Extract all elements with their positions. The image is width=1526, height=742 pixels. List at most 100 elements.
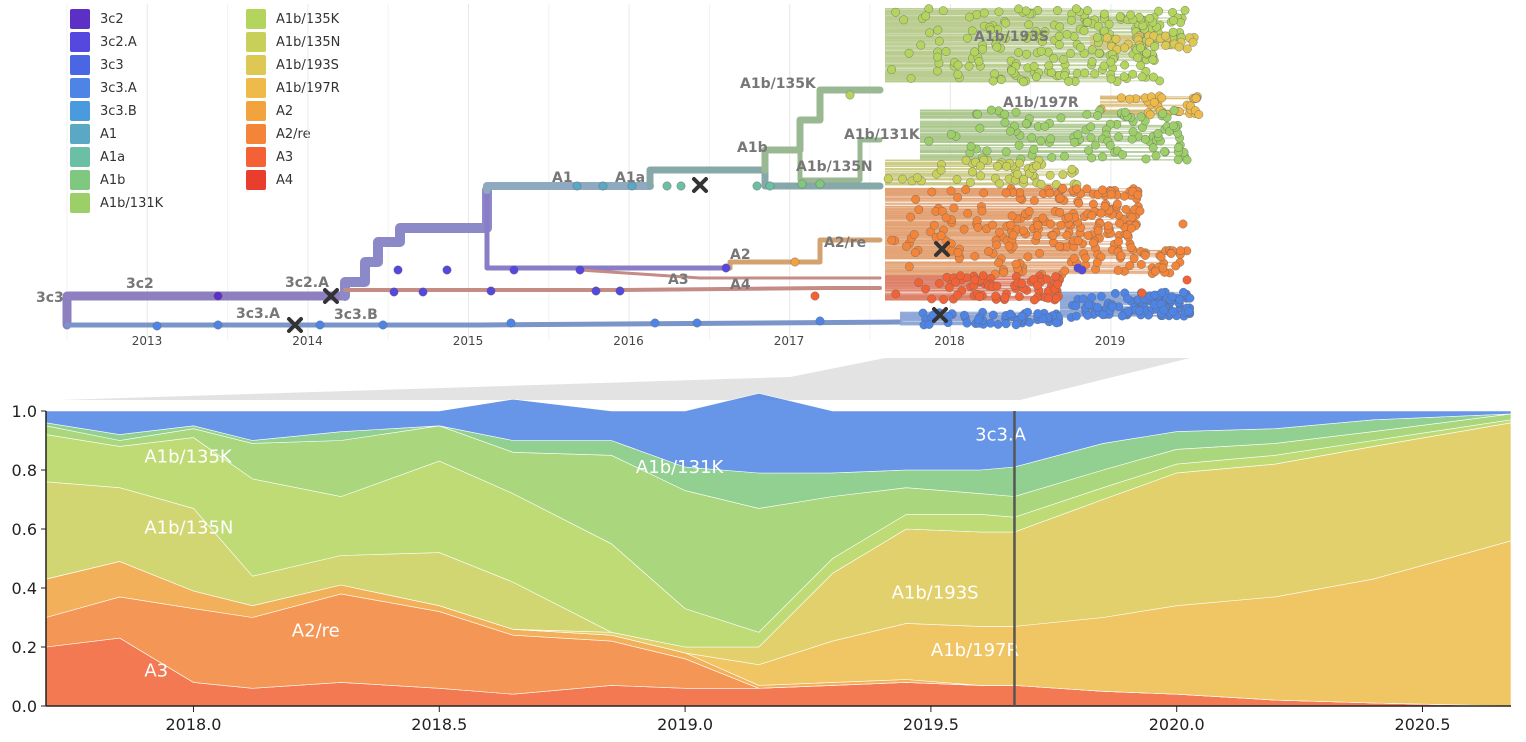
tree-tip[interactable]: [995, 227, 1004, 237]
tree-tip[interactable]: [1046, 134, 1056, 144]
tree-tip[interactable]: [1014, 292, 1024, 301]
tree-tip[interactable]: [1175, 295, 1185, 305]
tree-tip[interactable]: [975, 123, 985, 133]
tree-tip[interactable]: [1067, 164, 1077, 174]
tree-tip[interactable]: [378, 320, 388, 330]
tree-tip[interactable]: [598, 181, 608, 191]
tree-tip[interactable]: [1073, 263, 1083, 273]
tree-tip[interactable]: [1043, 293, 1053, 303]
tree-tip[interactable]: [953, 290, 962, 300]
tree-tip[interactable]: [1036, 179, 1046, 189]
legend-item-3c3-a[interactable]: 3c3.A: [70, 77, 137, 99]
tree-tip[interactable]: [961, 155, 971, 165]
tree-tip[interactable]: [1110, 288, 1120, 298]
tree-tip[interactable]: [1011, 259, 1021, 269]
tree-tip[interactable]: [986, 105, 996, 115]
tree-tip[interactable]: [1125, 261, 1135, 270]
tree-tip[interactable]: [442, 265, 452, 275]
tree-tip[interactable]: [1140, 251, 1150, 260]
tree-tip[interactable]: [1157, 93, 1167, 103]
frequency-area-a1b-135n[interactable]: [45, 422, 1512, 648]
tree-tip[interactable]: [1182, 275, 1192, 285]
tree-tip[interactable]: [1070, 138, 1079, 147]
tree-tip[interactable]: [1054, 31, 1064, 41]
tree-tip[interactable]: [944, 283, 954, 292]
tree-tip[interactable]: [1042, 274, 1052, 284]
tree-tip[interactable]: [815, 316, 825, 326]
tree-tip[interactable]: [974, 315, 983, 324]
tree-tip[interactable]: [1083, 311, 1093, 320]
tree-tip[interactable]: [992, 42, 1002, 52]
tree-tip[interactable]: [1194, 110, 1204, 119]
tree-tip[interactable]: [1058, 183, 1068, 193]
tree-tip[interactable]: [1136, 43, 1145, 53]
tree-tip[interactable]: [1157, 288, 1167, 298]
tree-tip[interactable]: [924, 320, 934, 329]
tree-tip[interactable]: [984, 247, 993, 256]
tree-tip[interactable]: [1158, 263, 1168, 273]
tree-tip[interactable]: [914, 278, 924, 288]
frequency-area-a1b-135k[interactable]: [45, 419, 1512, 648]
tree-tip[interactable]: [721, 263, 731, 273]
tree-tip[interactable]: [968, 167, 977, 177]
tree-tip[interactable]: [1120, 107, 1130, 117]
tree-tip[interactable]: [765, 181, 775, 191]
tree-tip[interactable]: [152, 321, 162, 331]
tree-tip[interactable]: [995, 179, 1005, 189]
tree-tip[interactable]: [752, 181, 762, 191]
tree-tip[interactable]: [1160, 147, 1169, 156]
tree-tip[interactable]: [1180, 5, 1190, 15]
tree-tip[interactable]: [1062, 29, 1072, 39]
tree-tip[interactable]: [1133, 190, 1143, 200]
tree-tip[interactable]: [1161, 31, 1170, 41]
tree-tip[interactable]: [1078, 294, 1088, 304]
tree-tip[interactable]: [976, 171, 985, 181]
tree-tip[interactable]: [912, 173, 922, 183]
tree-tip[interactable]: [1125, 94, 1135, 104]
tree-tip[interactable]: [1167, 292, 1177, 302]
tree-tip[interactable]: [1096, 292, 1106, 301]
tree-tip[interactable]: [1111, 34, 1121, 44]
tree-tip[interactable]: [970, 275, 980, 285]
tree-tip[interactable]: [1119, 72, 1129, 82]
tree-tip[interactable]: [891, 289, 901, 299]
tree-tip[interactable]: [1188, 37, 1198, 47]
tree-tip[interactable]: [921, 11, 931, 21]
tree-tip[interactable]: [1073, 130, 1083, 139]
tree-tip[interactable]: [941, 47, 951, 56]
tree-tip[interactable]: [1120, 60, 1130, 70]
tree-tip[interactable]: [1087, 57, 1097, 67]
tree-tip[interactable]: [1038, 213, 1048, 223]
tree-tip[interactable]: [1091, 140, 1100, 150]
tree-tip[interactable]: [418, 287, 428, 297]
tree-tip[interactable]: [1150, 42, 1159, 52]
tree-tip[interactable]: [1114, 132, 1123, 142]
tree-tip[interactable]: [1140, 134, 1150, 144]
tree-tip[interactable]: [974, 56, 984, 66]
tree-tip[interactable]: [1173, 155, 1183, 165]
tree-tip[interactable]: [986, 25, 995, 35]
tree-tip[interactable]: [993, 320, 1003, 329]
tree-tip[interactable]: [1071, 4, 1081, 14]
tree-tip[interactable]: [906, 212, 915, 222]
tree-tip[interactable]: [1023, 252, 1033, 262]
tree-tip[interactable]: [953, 248, 963, 258]
tree-tip[interactable]: [1106, 189, 1116, 199]
tree-tip[interactable]: [1106, 57, 1116, 67]
tree-tip[interactable]: [991, 291, 1001, 301]
tree-tip[interactable]: [1037, 37, 1047, 47]
tree-tip[interactable]: [1008, 230, 1018, 240]
tree-tip[interactable]: [1080, 68, 1090, 78]
tree-tip[interactable]: [1001, 147, 1011, 157]
tree-tip[interactable]: [977, 206, 987, 216]
tree-tip[interactable]: [1080, 253, 1090, 263]
tree-tip[interactable]: [486, 286, 496, 296]
tree-tip[interactable]: [1027, 133, 1037, 143]
tree-tip[interactable]: [1176, 246, 1185, 256]
tree-tip[interactable]: [1142, 48, 1152, 58]
tree-tip[interactable]: [1093, 111, 1102, 121]
tree-tip[interactable]: [979, 8, 989, 18]
tree-tip[interactable]: [213, 291, 223, 301]
tree-tip[interactable]: [887, 65, 897, 74]
tree-tip[interactable]: [946, 186, 956, 196]
